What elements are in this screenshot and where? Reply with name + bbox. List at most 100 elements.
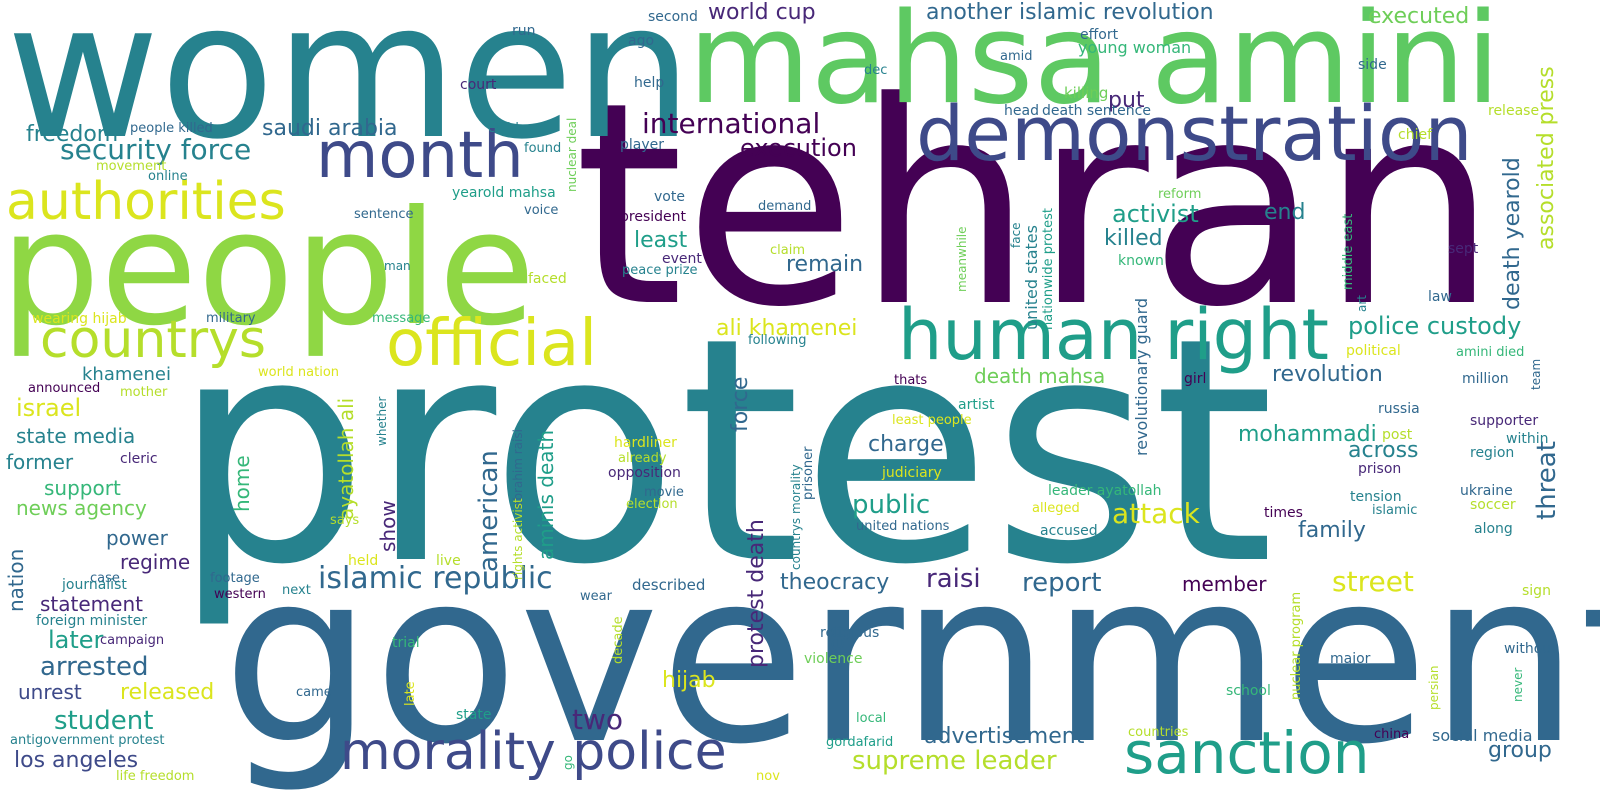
word-group: group (1488, 738, 1552, 763)
word-least-people: least people (892, 413, 972, 428)
word-thats: thats (894, 373, 928, 388)
word-remain: remain (786, 252, 864, 277)
word-alleged: alleged (1032, 501, 1080, 516)
word-artist: artist (958, 397, 995, 413)
word-hijab: hijab (662, 668, 716, 693)
word-state-media: state media (16, 424, 136, 448)
word-help: help (634, 75, 665, 91)
word-footage: footage (210, 571, 260, 586)
word-prison: prison (1358, 461, 1402, 477)
word-student: student (54, 706, 154, 736)
word-announced: announced (28, 381, 101, 396)
word-trial: trial (392, 635, 420, 651)
word-voice: voice (524, 203, 559, 218)
word-world-nation: world nation (258, 365, 340, 380)
word-mohammadi: mohammadi (1238, 422, 1377, 447)
word-peace-prize: peace prize (622, 263, 698, 278)
word-countries: countries (1128, 725, 1189, 740)
word-known: known (1118, 253, 1164, 269)
word-amid: amid (1000, 49, 1033, 64)
word-end: end (1264, 200, 1306, 225)
word-school: school (1226, 683, 1271, 699)
word-ebrahim-raisi: ebrahim raisi (511, 429, 525, 508)
word-china: china (1374, 727, 1410, 742)
word-religious: religious (820, 625, 880, 641)
word-accused: accused (1040, 523, 1098, 539)
word-member: member (1182, 572, 1267, 596)
word-claim: claim (770, 243, 806, 258)
word-power: power (106, 526, 168, 550)
word-month: month (316, 119, 524, 193)
word-nuclear-program: nuclear program (1289, 591, 1304, 700)
word-attack: attack (1112, 497, 1200, 530)
word-khamenei: khamenei (82, 364, 171, 385)
word-without: without (1504, 641, 1557, 657)
word-home: home (230, 455, 254, 512)
word-ayatollah-ali: ayatollah ali (334, 397, 358, 520)
word-live: live (436, 553, 461, 569)
word-wearing-hijab: wearing hijab (32, 311, 127, 327)
word-supporter: supporter (1470, 413, 1539, 429)
word-western: western (214, 587, 266, 602)
word-demand: demand (758, 199, 812, 214)
word-ago: ago (628, 33, 655, 49)
word-nation: nation (4, 548, 28, 612)
word-election: election (626, 497, 678, 512)
word-within: within (1506, 431, 1549, 447)
word-online: online (148, 169, 188, 184)
word-news-agency: news agency (16, 496, 147, 520)
word-two: two (572, 703, 624, 736)
word-nuclear-deal: nuclear deal (565, 117, 579, 192)
word-least: least (634, 228, 688, 253)
word-ukraine: ukraine (1460, 483, 1513, 499)
word-death-sentence: death sentence (1042, 103, 1151, 119)
word-american: american (474, 450, 504, 572)
word-aminis-death: aminis death (534, 429, 558, 560)
word-held: held (348, 553, 379, 569)
word-activist: activist (1112, 200, 1199, 228)
word-authorities: authorities (6, 172, 286, 232)
word-show: show (376, 500, 400, 552)
word-persian: persian (1427, 665, 1441, 710)
word-judiciary: judiciary (882, 465, 942, 481)
word-amini-died: amini died (1456, 345, 1525, 360)
word-man: man (384, 259, 411, 273)
word-court: court (460, 77, 497, 93)
word-executed: executed (1368, 4, 1470, 29)
word-countrys: countrys (40, 310, 266, 370)
word-following: following (748, 333, 807, 348)
word-meanwhile: meanwhile (955, 226, 969, 292)
word-campaign: campaign (100, 633, 165, 648)
word-face: face (1009, 222, 1023, 248)
word-charge: charge (868, 432, 944, 457)
word-release: release (1488, 103, 1540, 119)
word-united-nations: united nations (856, 519, 950, 534)
word-found: found (524, 141, 562, 156)
word-president: president (620, 209, 686, 225)
word-protest: protest (172, 272, 1275, 633)
word-movie: movie (644, 485, 684, 500)
word-yearold-mahsa: yearold mahsa (452, 185, 556, 201)
word-morality-police: morality police (340, 722, 727, 782)
word-cleric: cleric (120, 451, 158, 467)
word-hardliner: hardliner (614, 435, 677, 451)
word-journalist: journalist (62, 577, 127, 593)
word-region: region (1470, 445, 1515, 461)
word-dec: dec (864, 63, 888, 78)
word-across: across (1348, 438, 1419, 463)
word-along: along (1474, 521, 1513, 537)
word-demonstration: demonstration (916, 89, 1473, 178)
word-side: side (1358, 57, 1387, 73)
word-death-mahsa: death mahsa (974, 364, 1106, 388)
word-message: message (372, 311, 431, 326)
word-protest-death: protest death (744, 519, 769, 668)
word-nov: nov (756, 769, 780, 784)
word-came: came (296, 685, 332, 700)
word-sanction: sanction (1124, 719, 1370, 787)
word-mahsa-amini: mahsa amini (688, 0, 1501, 132)
word-reform: reform (1158, 187, 1202, 202)
word-revolutionary-guard: revolutionary guard (1132, 297, 1151, 456)
word-foreign-minister: foreign minister (36, 613, 148, 629)
word-united-states: united states (1022, 225, 1041, 330)
word-rights-activist: rights activist (511, 498, 525, 580)
